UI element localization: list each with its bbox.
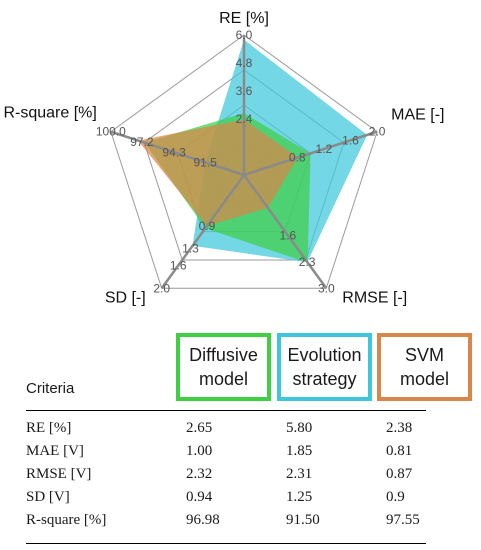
axis-label-3: SD [-] — [105, 289, 146, 306]
table-row: MAE [V] 1.00 1.85 0.81 — [26, 440, 426, 463]
legend-evolution-strategy: Evolution strategy — [277, 333, 372, 401]
tick-label-1-2: 1.6 — [342, 133, 359, 147]
tick-label-1-1: 1.2 — [316, 142, 333, 156]
table-cell-value: 2.38 — [386, 420, 413, 436]
series-area-2 — [138, 119, 298, 226]
tick-label-3-0: 0.9 — [199, 219, 216, 233]
axis-spoke-1 — [243, 130, 378, 177]
axis-spoke-4 — [110, 130, 245, 177]
tick-label-2-0: 1.6 — [280, 228, 297, 242]
tick-label-3-2: 1.6 — [170, 259, 187, 273]
table-cell-value: 1.25 — [286, 489, 313, 505]
legend-evolution-line1: Evolution — [287, 345, 362, 365]
legend-diffusive-line2: model — [198, 369, 249, 389]
tick-label-1-3: 2.0 — [369, 125, 386, 139]
table-cell-value: 1.85 — [286, 443, 313, 459]
results-table: RE [%] 2.65 5.80 2.38 MAE [V] 1.00 1.85 0.81 RMS… — [26, 410, 426, 532]
tick-label-0-2: 4.8 — [236, 56, 253, 70]
table-cell-value: 5.80 — [286, 420, 313, 436]
legend-diffusive-line1: Diffusive — [189, 345, 258, 365]
legend-svm-model: SVM model — [377, 333, 472, 401]
legend-svm-line1: SVM — [404, 345, 444, 365]
legend-evolution-line2: strategy — [292, 369, 357, 389]
table-cell-value: 91.50 — [286, 512, 320, 528]
radar-chart: 2.43.64.86.00.81.21.62.01.62.33.00.91.31… — [3, 10, 444, 306]
table-cell-value: 2.31 — [286, 466, 313, 482]
radar-spokes — [110, 35, 378, 289]
tick-label-2-2: 3.0 — [318, 281, 335, 295]
table-cell-value: 96.98 — [186, 512, 220, 528]
table-bottom-rule — [26, 543, 426, 544]
criteria-heading: Criteria — [26, 380, 75, 397]
results-table-body: RE [%] 2.65 5.80 2.38 MAE [V] 1.00 1.85 0.81 RMS… — [26, 410, 426, 532]
table-cell-value: 2.65 — [186, 420, 213, 436]
tick-label-4-2: 97.2 — [130, 135, 154, 149]
radar-series — [138, 39, 368, 263]
tick-label-3-3: 2.0 — [153, 281, 170, 295]
table-cell-criterion: RE [%] — [26, 420, 72, 436]
table-cell-value: 1.00 — [186, 443, 213, 459]
table-top-rule — [26, 410, 426, 411]
radar-axis-labels: RE [%] MAE [-] RMSE [-] SD [-] R-square [%] — [3, 10, 444, 306]
radar-ticks: 2.43.64.86.00.81.21.62.01.62.33.00.91.31… — [96, 28, 386, 295]
tick-label-0-0: 2.4 — [236, 112, 253, 126]
table-cell-value: 0.9 — [386, 489, 405, 505]
tick-label-3-1: 1.3 — [182, 242, 199, 256]
axis-spoke-2 — [242, 174, 328, 289]
table-cell-criterion: SD [V] — [26, 489, 70, 505]
tick-label-0-1: 3.6 — [236, 84, 253, 98]
grid-ring-4 — [110, 34, 378, 289]
table-cell-value: 0.81 — [386, 443, 413, 459]
axis-label-1: MAE [-] — [391, 107, 444, 124]
table-row: RE [%] 2.65 5.80 2.38 — [26, 410, 426, 440]
table-row: R-square [%] 96.98 91.50 97.55 — [26, 509, 426, 532]
axis-label-0: RE [%] — [219, 10, 269, 27]
table-row: RMSE [V] 2.32 2.31 0.87 — [26, 463, 426, 486]
tick-label-2-1: 2.3 — [299, 255, 316, 269]
table-cell-value: 0.94 — [186, 489, 213, 505]
tick-label-4-1: 94.3 — [162, 145, 186, 159]
table-cell-criterion: R-square [%] — [26, 512, 107, 528]
table-cell-criterion: MAE [V] — [26, 443, 84, 459]
table-cell-criterion: RMSE [V] — [26, 466, 92, 482]
tick-label-1-0: 0.8 — [289, 151, 306, 165]
legend-svm-line2: model — [399, 369, 450, 389]
axis-label-4: R-square [%] — [3, 105, 96, 122]
table-row: SD [V] 0.94 1.25 0.9 — [26, 486, 426, 509]
table-cell-value: 0.87 — [386, 466, 413, 482]
axis-spoke-3 — [160, 174, 246, 289]
tick-label-4-0: 91.5 — [193, 155, 217, 169]
tick-label-4-3: 100.0 — [96, 125, 126, 139]
legend-diffusive-model: Diffusive model — [176, 333, 271, 401]
tick-label-0-3: 6.0 — [236, 28, 253, 42]
axis-label-2: RMSE [-] — [342, 289, 407, 306]
table-cell-value: 2.32 — [186, 466, 213, 482]
table-cell-value: 97.55 — [386, 512, 420, 528]
